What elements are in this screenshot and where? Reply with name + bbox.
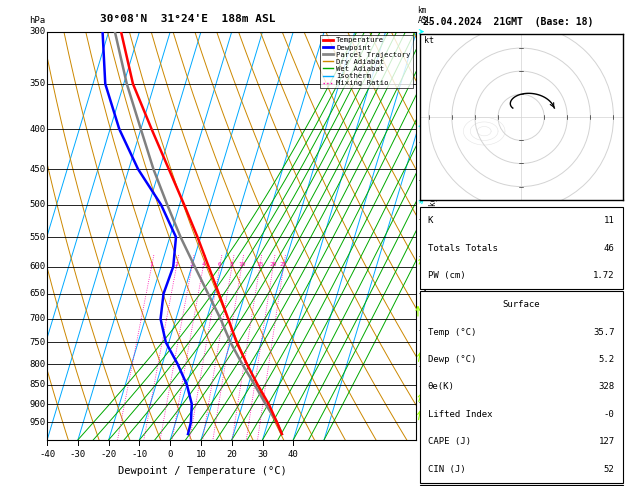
Text: 40: 40: [288, 450, 299, 459]
Bar: [420, 485, 623, 486]
Text: 4: 4: [201, 261, 205, 267]
Text: 1: 1: [150, 261, 153, 267]
Text: 5.2: 5.2: [598, 355, 615, 364]
Text: θe(K): θe(K): [428, 382, 455, 391]
Text: Dewpoint / Temperature (°C): Dewpoint / Temperature (°C): [118, 467, 287, 476]
Text: K: K: [428, 216, 433, 226]
Text: 20: 20: [226, 450, 237, 459]
Text: Lifted Index: Lifted Index: [428, 410, 492, 419]
Text: -5: -5: [418, 252, 428, 261]
Text: km
ASL: km ASL: [418, 6, 431, 25]
Bar: [420, 207, 623, 289]
Text: 1.72: 1.72: [593, 271, 615, 280]
Text: 800: 800: [29, 360, 45, 369]
Text: 350: 350: [29, 79, 45, 88]
Text: Dewp (°C): Dewp (°C): [428, 355, 476, 364]
Text: 10: 10: [238, 261, 245, 267]
Legend: Temperature, Dewpoint, Parcel Trajectory, Dry Adiabat, Wet Adiabat, Isotherm, Mi: Temperature, Dewpoint, Parcel Trajectory…: [320, 35, 413, 88]
Text: 25.04.2024  21GMT  (Base: 18): 25.04.2024 21GMT (Base: 18): [423, 17, 593, 27]
Text: 46: 46: [604, 243, 615, 253]
Text: -0: -0: [604, 410, 615, 419]
Text: 8: 8: [230, 261, 234, 267]
Text: CIN (J): CIN (J): [428, 465, 465, 473]
Text: Totals Totals: Totals Totals: [428, 243, 498, 253]
Text: -4: -4: [418, 289, 428, 298]
Text: -7: -7: [418, 176, 428, 186]
Text: -1: -1: [418, 398, 428, 407]
Text: -2: -2: [418, 362, 428, 371]
Text: Surface: Surface: [503, 300, 540, 310]
Text: Mixing·Ratio (g/kg): Mixing·Ratio (g/kg): [430, 192, 438, 279]
Text: 127: 127: [598, 437, 615, 446]
Text: -30: -30: [70, 450, 86, 459]
Text: 950: 950: [29, 418, 45, 427]
Text: 450: 450: [29, 165, 45, 174]
Text: 52: 52: [604, 465, 615, 473]
Text: -40: -40: [39, 450, 55, 459]
Text: 3: 3: [190, 261, 194, 267]
Text: 500: 500: [29, 200, 45, 209]
Text: PW (cm): PW (cm): [428, 271, 465, 280]
Text: -20: -20: [101, 450, 117, 459]
Text: 750: 750: [29, 338, 45, 347]
Text: 25: 25: [280, 261, 287, 267]
Text: 2: 2: [175, 261, 179, 267]
Text: Temp (°C): Temp (°C): [428, 328, 476, 337]
Text: 400: 400: [29, 124, 45, 134]
Bar: [420, 291, 623, 483]
Text: 700: 700: [29, 314, 45, 323]
Text: -3: -3: [418, 326, 428, 335]
Text: -8: -8: [418, 138, 428, 147]
Text: 328: 328: [598, 382, 615, 391]
Text: 0: 0: [167, 450, 173, 459]
Text: 600: 600: [29, 262, 45, 271]
Text: 11: 11: [604, 216, 615, 226]
Text: 30°08'N  31°24'E  188m ASL: 30°08'N 31°24'E 188m ASL: [100, 14, 276, 24]
Text: -6: -6: [418, 215, 428, 224]
Text: 550: 550: [29, 233, 45, 242]
Text: hPa: hPa: [29, 17, 45, 25]
Text: 650: 650: [29, 289, 45, 298]
Text: 10: 10: [196, 450, 206, 459]
Text: 6: 6: [218, 261, 221, 267]
Text: 20: 20: [269, 261, 277, 267]
Text: -10: -10: [131, 450, 148, 459]
Text: 30: 30: [257, 450, 268, 459]
Text: 15: 15: [256, 261, 264, 267]
Text: 900: 900: [29, 399, 45, 409]
Text: CAPE (J): CAPE (J): [428, 437, 470, 446]
Text: 300: 300: [29, 27, 45, 36]
Text: 35.7: 35.7: [593, 328, 615, 337]
Text: 850: 850: [29, 380, 45, 389]
